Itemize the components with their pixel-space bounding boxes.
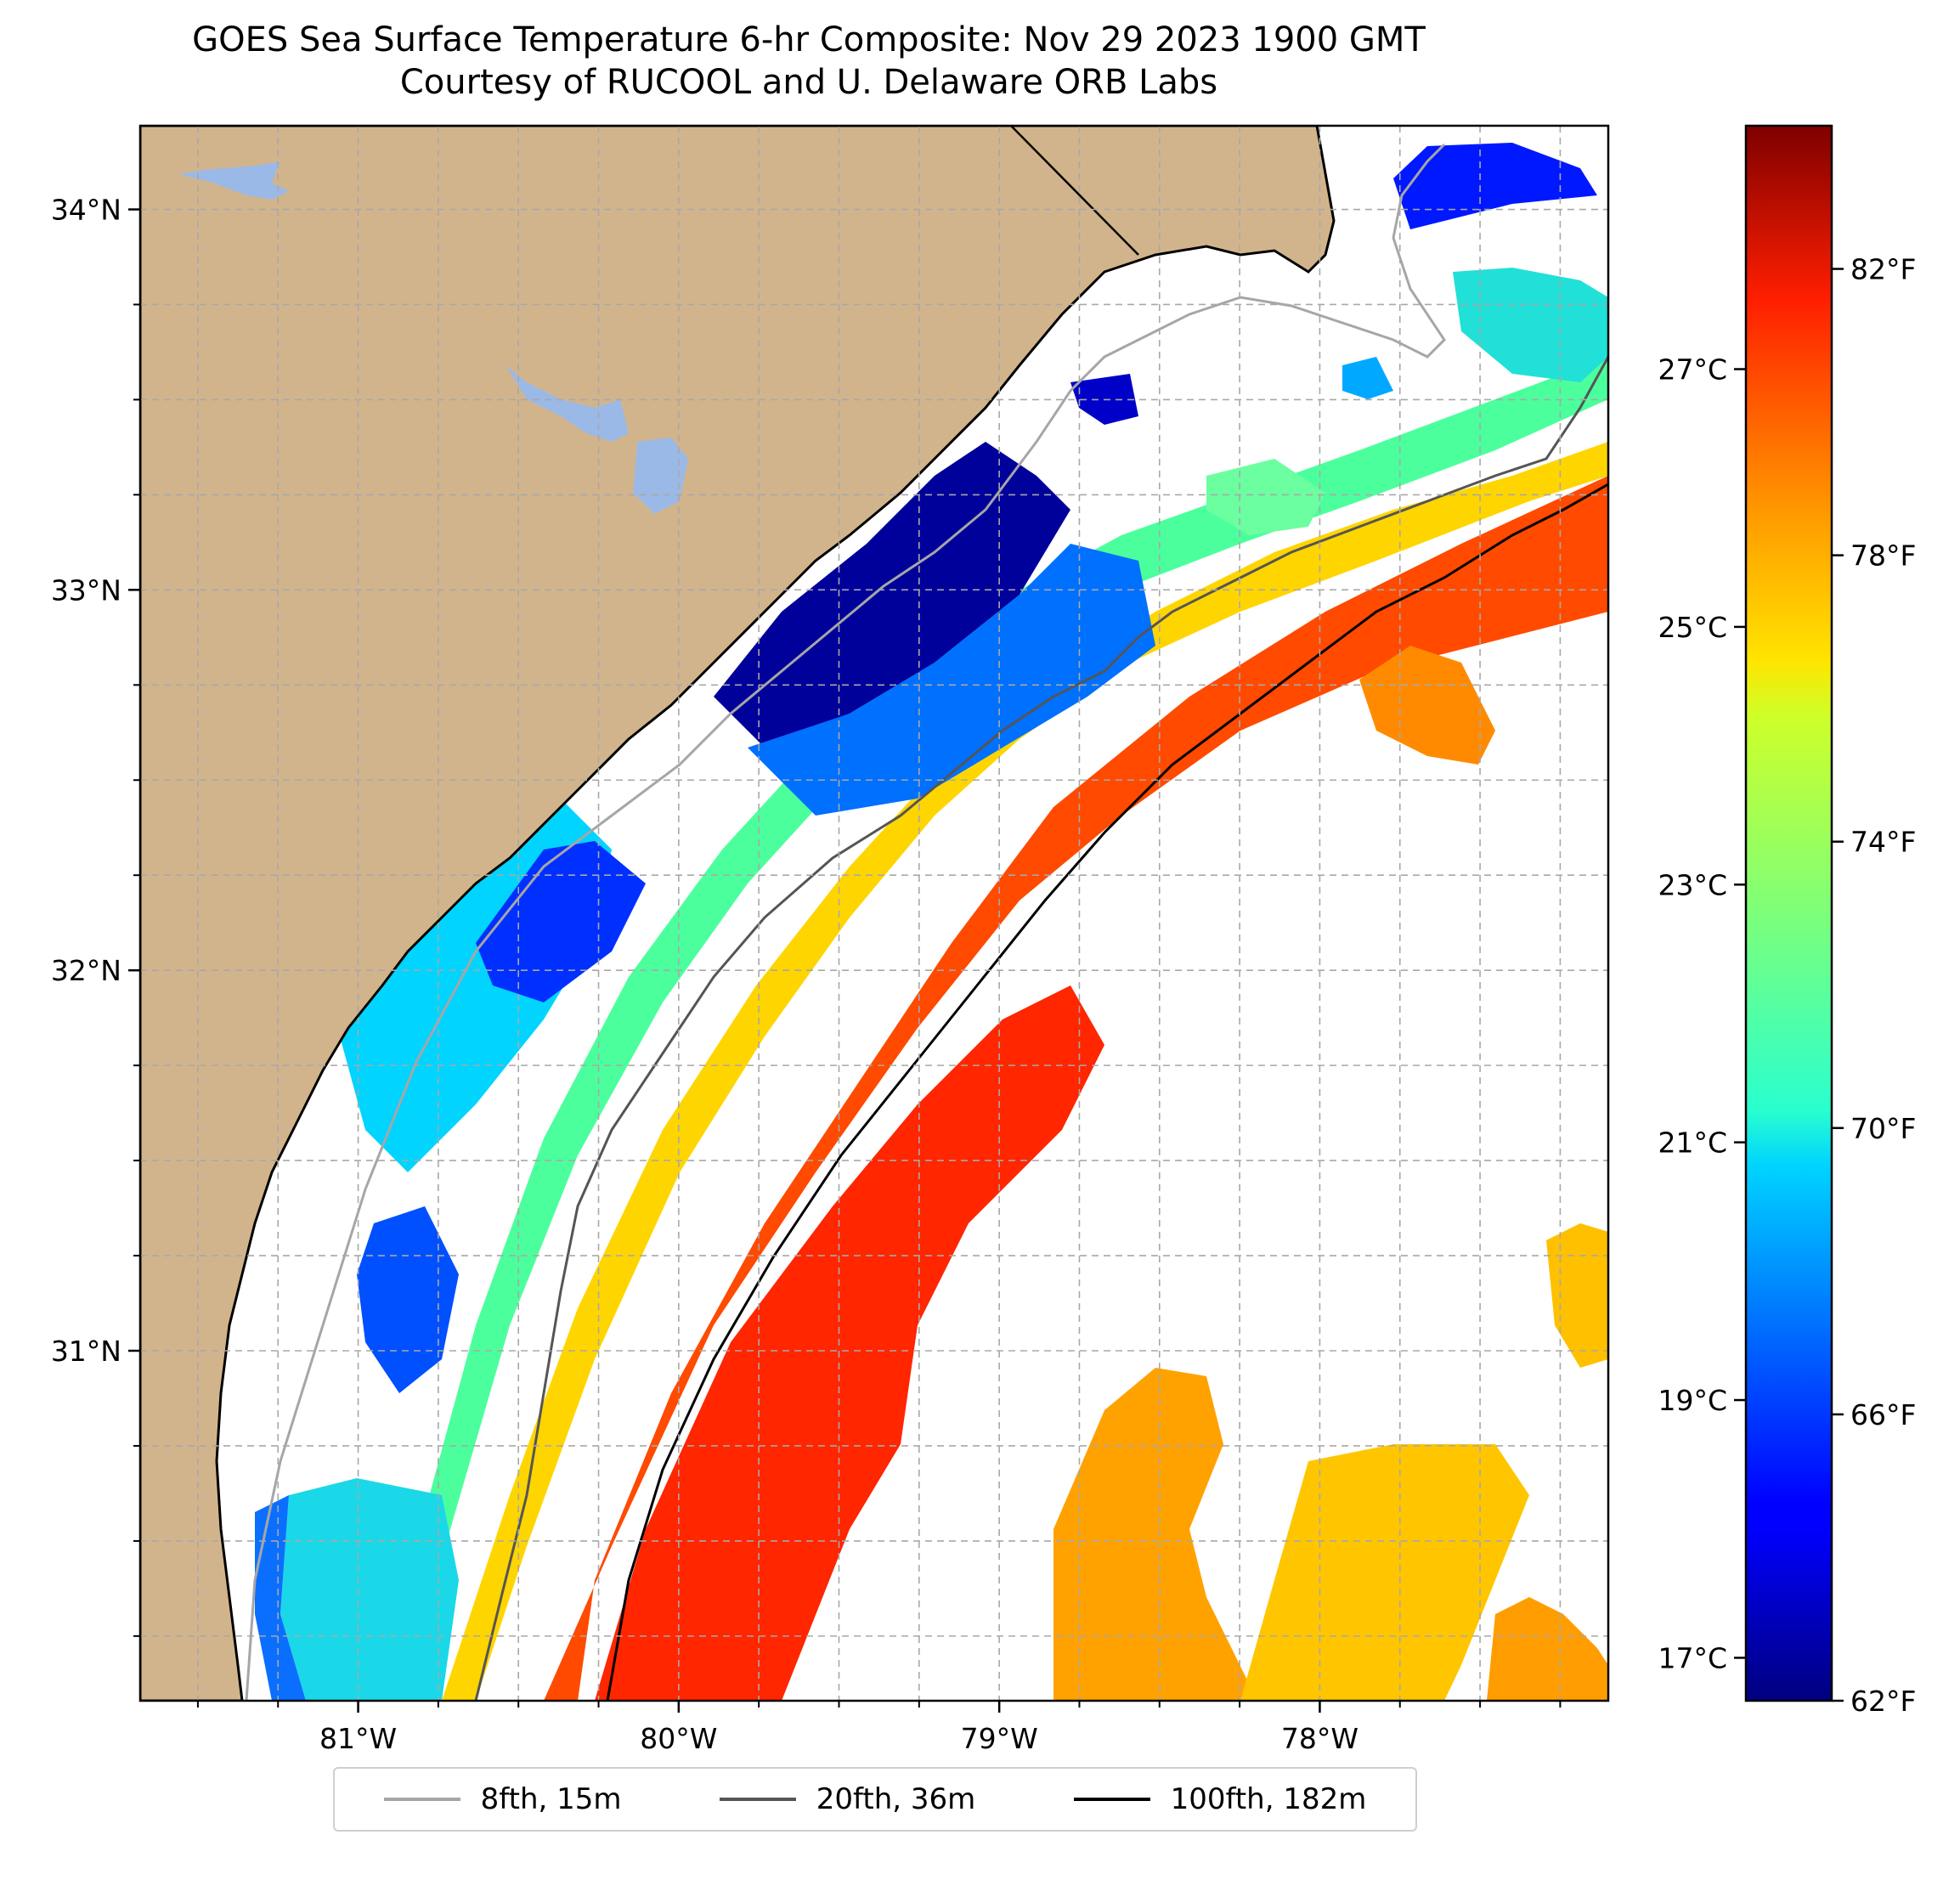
isobath-100fth-line: [606, 483, 1608, 1701]
lon-tick-label: 78°W: [1281, 1722, 1358, 1755]
sst-patch-red-core: [595, 985, 1104, 1701]
sst-patch-green-mid: [1206, 459, 1325, 535]
lon-tick-label: 81°W: [319, 1722, 397, 1755]
colorbar-f-tick-label: 66°F: [1850, 1398, 1916, 1431]
latitude-axis: 34°N 33°N 32°N 31°N: [51, 194, 140, 1637]
map-title: GOES Sea Surface Temperature 6-hr Compos…: [0, 19, 1618, 104]
sst-patch-cyan-ne: [1453, 268, 1608, 382]
legend-line-100fth: [1073, 1798, 1150, 1801]
colorbar: 82°F 78°F 74°F 70°F 66°F 62°F 27°C 25°C 23°C 21°…: [1658, 124, 1916, 1718]
sst-patch-cyan-south: [280, 1478, 459, 1701]
sst-patch-blue-mid: [357, 1206, 459, 1393]
lon-tick-label: 80°W: [640, 1722, 717, 1755]
sst-patch-blue-small-ne: [1342, 357, 1393, 399]
colorbar-frame: [1744, 124, 1833, 1702]
colorbar-f-tick-label: 70°F: [1850, 1112, 1916, 1145]
map-frame: [138, 124, 1610, 1702]
lat-tick-label: 32°N: [51, 954, 121, 987]
map-title-line1: GOES Sea Surface Temperature 6-hr Compos…: [192, 20, 1426, 59]
colorbar-c-tick-label: 21°C: [1658, 1126, 1727, 1160]
colorbar-fahrenheit-ticks: 82°F 78°F 74°F 70°F 66°F 62°F: [1832, 253, 1916, 1718]
map-gridlines: [140, 126, 1608, 1701]
legend-label-20fth: 20fth, 36m: [816, 1782, 976, 1816]
colorbar-c-tick-label: 25°C: [1658, 611, 1727, 644]
sst-layer: [255, 143, 1608, 1701]
colorbar-c-tick-label: 17°C: [1658, 1641, 1727, 1674]
isobath-8fth-line: [245, 143, 1446, 1701]
legend-line-8fth: [383, 1798, 460, 1801]
lat-tick-label: 34°N: [51, 194, 121, 227]
sst-patch-gold-east-edge: [1546, 1223, 1608, 1368]
legend-label-100fth: 100fth, 182m: [1170, 1782, 1367, 1816]
longitude-axis: 81°W 80°W 79°W 78°W: [196, 1701, 1562, 1755]
legend-line-20fth: [719, 1798, 796, 1801]
sst-patch-orange-se: [1053, 1368, 1257, 1701]
colorbar-c-tick-label: 19°C: [1658, 1384, 1727, 1417]
lon-tick-label: 79°W: [961, 1722, 1038, 1755]
colorbar-c-tick-label: 23°C: [1658, 868, 1727, 901]
state-border: [1010, 126, 1139, 256]
sst-patch-warm-band: [544, 476, 1608, 1701]
sst-patch-orange-far-se: [1487, 1597, 1608, 1701]
map-plot-area: [140, 126, 1608, 1701]
lat-tick-label: 33°N: [51, 573, 121, 607]
legend-item-20fth: 20fth, 36m: [719, 1782, 976, 1816]
colorbar-f-tick-label: 82°F: [1850, 253, 1916, 286]
legend-item-100fth: 100fth, 182m: [1073, 1782, 1367, 1816]
isobath-20fth-line: [474, 356, 1608, 1701]
lake-marion: [506, 365, 629, 442]
legend-label-8fth: 8fth, 15m: [480, 1782, 622, 1816]
colorbar-gradient: [1746, 126, 1832, 1701]
lake-north: [178, 161, 289, 200]
sst-patch-navy-north: [714, 442, 1070, 748]
sst-patch-blue-ne: [1393, 143, 1597, 229]
legend-item-8fth: 8fth, 15m: [383, 1782, 622, 1816]
colorbar-f-tick-label: 78°F: [1850, 539, 1916, 573]
sst-patch-blue-south: [255, 1495, 306, 1701]
colorbar-c-tick-label: 27°C: [1658, 353, 1727, 387]
map-title-line2: Courtesy of RUCOOL and U. Delaware ORB L…: [399, 63, 1218, 102]
colorbar-celsius-ticks: 27°C 25°C 23°C 21°C 19°C 17°C: [1658, 353, 1746, 1674]
sst-patch-orange-east: [1359, 646, 1495, 765]
sst-patch-blue-north: [748, 544, 1155, 816]
lat-tick-label: 31°N: [51, 1335, 121, 1368]
lake-moultrie: [633, 438, 688, 514]
colorbar-f-tick-label: 74°F: [1850, 826, 1916, 859]
isobath-legend: 8fth, 15m 20fth, 36m 100fth, 182m: [333, 1767, 1417, 1832]
colorbar-f-tick-label: 62°F: [1850, 1685, 1916, 1718]
